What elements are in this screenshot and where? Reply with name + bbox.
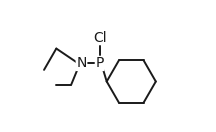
Text: Cl: Cl: [93, 31, 106, 45]
Text: N: N: [76, 56, 87, 70]
Text: P: P: [95, 56, 104, 70]
